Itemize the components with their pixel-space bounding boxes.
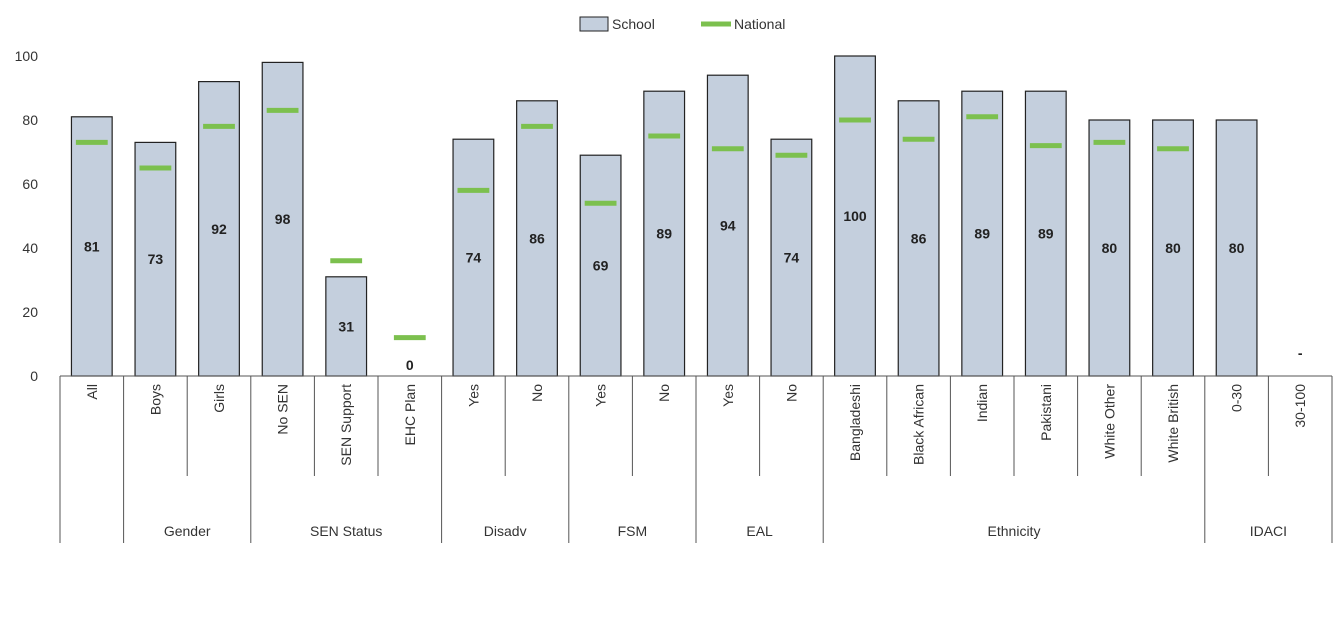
x-group-label: FSM: [618, 523, 648, 539]
x-category-label: EHC Plan: [402, 384, 418, 445]
x-category-label: Bangladeshi: [847, 384, 863, 461]
school-bar: [706, 74, 749, 377]
x-category-label: Black African: [911, 384, 927, 465]
x-group-label: Gender: [164, 523, 211, 539]
x-group-label: SEN Status: [310, 523, 382, 539]
data-labels: 81 73 92 98 31 0 74 86 69 89 94 74 100 86 89 89 80 80 80 -: [84, 208, 1303, 373]
school-bar: [961, 90, 1004, 377]
x-category-label: No SEN: [275, 384, 291, 435]
school-bar: [897, 100, 940, 377]
school-bar: [325, 276, 368, 377]
data-label: 74: [784, 250, 800, 266]
school-bar: [134, 141, 177, 377]
y-tick-label: 0: [30, 368, 38, 384]
school-bar: [452, 138, 495, 377]
x-category-label: Girls: [211, 384, 227, 413]
x-category-label: Indian: [974, 384, 990, 422]
data-label: 80: [1229, 240, 1245, 256]
data-label: -: [1298, 345, 1303, 361]
school-bar: [1024, 90, 1067, 377]
data-label: 86: [529, 230, 545, 246]
x-category-label: 30-100: [1292, 384, 1308, 428]
x-category-label: Yes: [593, 384, 609, 407]
x-category-label: SEN Support: [338, 384, 354, 466]
national-marks: [75, 107, 1189, 341]
school-bar: [834, 55, 876, 377]
y-axis: 0 20 40 60 80 100: [15, 48, 39, 384]
legend: School National: [579, 16, 785, 32]
data-label: 74: [466, 250, 482, 266]
data-label: 31: [338, 318, 354, 334]
x-category-label: White Other: [1101, 384, 1117, 459]
school-bar: [770, 138, 813, 377]
data-label: 81: [84, 238, 100, 254]
x-category-label: No: [783, 384, 799, 402]
school-bars: [70, 55, 1258, 377]
data-label: 92: [211, 221, 227, 237]
x-category-label: Yes: [465, 384, 481, 407]
data-label: 89: [656, 226, 672, 242]
school-bar: [1215, 119, 1258, 377]
y-tick-label: 40: [22, 240, 38, 256]
data-label: 80: [1102, 240, 1118, 256]
x-category-label: Boys: [147, 384, 163, 415]
data-label: 80: [1165, 240, 1181, 256]
school-bar: [643, 90, 686, 377]
x-group-label: IDACI: [1250, 523, 1287, 539]
x-category-label: Yes: [720, 384, 736, 407]
school-bar: [516, 100, 558, 377]
y-tick-label: 20: [22, 304, 38, 320]
x-category-label: Pakistani: [1038, 384, 1054, 441]
data-label: 94: [720, 218, 736, 234]
x-group-label: EAL: [746, 523, 773, 539]
data-label: 89: [974, 226, 990, 242]
x-category-label: 0-30: [1229, 384, 1245, 412]
x-category-label: No: [529, 384, 545, 402]
data-label: 73: [148, 251, 164, 267]
x-group-label: Disadv: [484, 523, 527, 539]
legend-school-swatch: [579, 16, 609, 32]
x-group-label: Ethnicity: [988, 523, 1041, 539]
x-category-label: All: [84, 384, 100, 400]
school-bar: [579, 154, 622, 377]
data-label: 69: [593, 258, 609, 274]
data-label: 86: [911, 230, 927, 246]
legend-national-label: National: [734, 16, 785, 32]
school-bar: [261, 61, 304, 377]
legend-school-label: School: [612, 16, 655, 32]
x-category-label: No: [656, 384, 672, 402]
y-tick-label: 60: [22, 176, 38, 192]
x-category-label: White British: [1165, 384, 1181, 463]
data-label: 100: [843, 208, 867, 224]
data-label: 89: [1038, 226, 1054, 242]
y-tick-label: 100: [15, 48, 39, 64]
x-axis: All Boys Girls No SEN SEN Support EHC Plan Yes…: [59, 375, 1333, 543]
data-label: 98: [275, 211, 291, 227]
y-tick-label: 80: [22, 112, 38, 128]
data-label: 0: [406, 357, 414, 373]
